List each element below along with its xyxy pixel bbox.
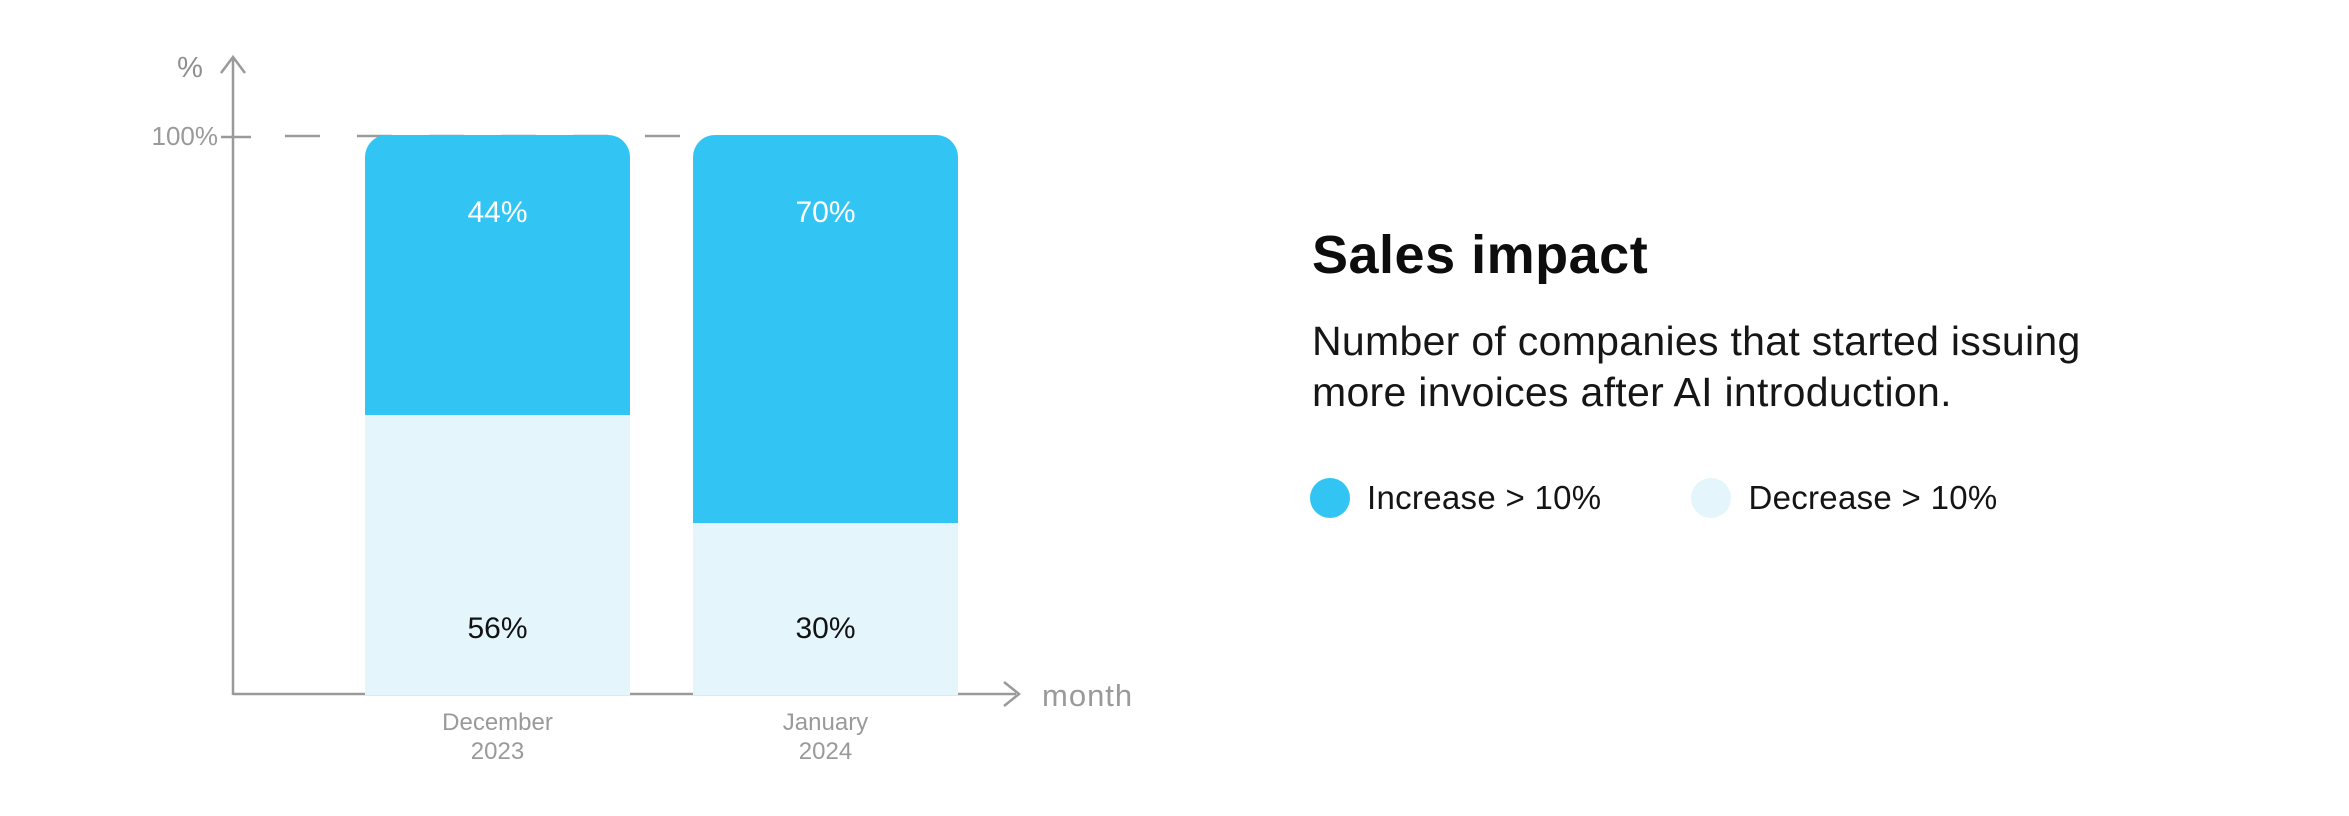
legend-item-decrease: Decrease > 10% (1691, 478, 1997, 518)
legend-swatch-increase-icon (1310, 478, 1350, 518)
legend-label-increase: Increase > 10% (1367, 479, 1602, 516)
panel-title: Sales impact (1312, 225, 1649, 285)
panel-description-line2: more invoices after AI introduction. (1312, 369, 1952, 415)
panel-description: Number of companies that started issuing… (1312, 316, 2081, 418)
bar-segment-decrease: 30% (693, 523, 958, 695)
category-line2: 2024 (798, 738, 853, 765)
x-axis-arrow-icon (1003, 681, 1022, 707)
bar-value-decrease: 56% (467, 612, 528, 645)
category-label-january-2024: January 2024 (693, 708, 958, 766)
category-line1: January (782, 709, 869, 736)
panel-description-line1: Number of companies that started issuing (1312, 318, 2081, 364)
bar-segment-increase: 44% (365, 135, 630, 415)
bar-value-decrease: 30% (795, 612, 856, 645)
legend-swatch-decrease-icon (1691, 478, 1732, 518)
bar-segment-increase: 70% (693, 135, 958, 523)
bar-january-2024: 70% 30% (693, 135, 958, 695)
category-line2: 2023 (470, 738, 525, 765)
category-line1: December (442, 709, 553, 736)
y-tick-label-100: 100% (151, 121, 219, 151)
x-axis-label: month (1042, 678, 1134, 713)
bar-segment-decrease: 56% (365, 415, 630, 695)
bar-value-increase: 44% (467, 196, 528, 229)
legend-label-decrease: Decrease > 10% (1748, 479, 1998, 516)
y-axis-unit-label: % (177, 52, 203, 84)
y-axis-arrow-icon (220, 54, 246, 74)
bar-value-increase: 70% (795, 196, 856, 229)
bar-december-2023: 44% 56% (365, 135, 630, 695)
category-label-december-2023: December 2023 (365, 708, 630, 766)
legend: Increase > 10% Decrease > 10% (1310, 478, 1998, 518)
legend-item-increase: Increase > 10% (1310, 478, 1601, 518)
